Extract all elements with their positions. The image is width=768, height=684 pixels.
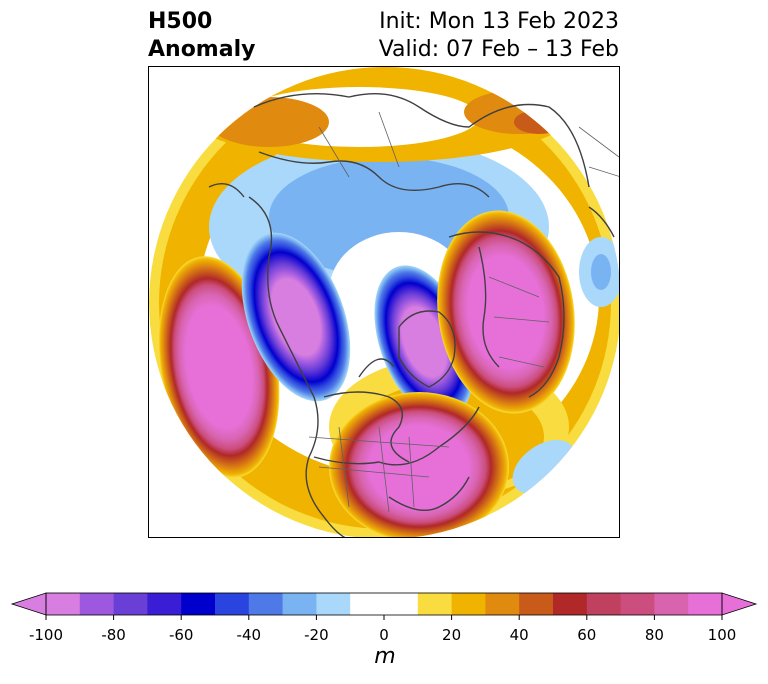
colorbar-segment [316, 593, 351, 615]
colorbar-tick-label: -40 [237, 626, 262, 644]
colorbar-segment [688, 593, 723, 615]
colorbar-tick-label: 40 [510, 626, 529, 644]
colorbar-segment [654, 593, 689, 615]
negative-anomaly-west [241, 232, 351, 402]
colorbar-tick-label: -80 [101, 626, 126, 644]
colorbar-segment [215, 593, 250, 615]
colorbar-ticks: -100 -80 -60 -40 -20 0 20 40 60 80 100 [29, 615, 736, 644]
map-subtitle: Init: Mon 13 Feb 2023 Valid: 07 Feb – 13… [379, 8, 619, 64]
colorbar-tick-label: -100 [29, 626, 63, 644]
colorbar-under-arrow [10, 592, 47, 616]
colorbar-segment [384, 593, 419, 615]
coastlines [208, 92, 615, 537]
colorbar-segment [553, 593, 588, 615]
colorbar-over-arrow [721, 592, 758, 616]
colorbar-segment [147, 593, 182, 615]
colorbar-segment [181, 593, 216, 615]
colorbar-tick-label: 0 [379, 626, 389, 644]
colorbar-segment [248, 593, 284, 615]
colorbar-segment [485, 593, 520, 615]
positive-anomaly-europe [437, 210, 575, 414]
colorbar-segment [282, 593, 317, 615]
colorbar-tick-label: 100 [708, 626, 737, 644]
colorbar-tick-label: 60 [577, 626, 596, 644]
init-time-label: Init: Mon 13 Feb 2023 [379, 9, 619, 34]
anomaly-map [149, 67, 619, 537]
colorbar-segment [620, 593, 655, 615]
colorbar-tick-label: 80 [645, 626, 664, 644]
political-borders [308, 111, 619, 513]
colorbar-tick-label: -60 [169, 626, 194, 644]
valid-period-label: Valid: 07 Feb – 13 Feb [378, 37, 619, 62]
colorbar-segment [79, 593, 115, 615]
colorbar-tick-label: 20 [442, 626, 461, 644]
colorbar-segment [586, 593, 622, 615]
positive-anomaly-eastern-na [329, 392, 509, 537]
colorbar: -100 -80 -60 -40 -20 0 20 40 60 80 100 [10, 592, 758, 644]
map-title: H500 Anomaly [148, 8, 255, 64]
colorbar-segment [113, 593, 148, 615]
colorbar-segment [417, 593, 453, 615]
title-variable: H500 [148, 9, 213, 34]
colorbar-segments [46, 593, 723, 615]
colorbar-segment [451, 593, 486, 615]
anomaly-field [149, 67, 619, 537]
colorbar-tick-label: -20 [304, 626, 329, 644]
colorbar-segment [519, 593, 554, 615]
polar-map-panel [148, 66, 620, 538]
colorbar-segment [46, 593, 81, 615]
colorbar-segment [350, 593, 385, 615]
colorbar-unit-label: m [374, 644, 396, 669]
title-field: Anomaly [148, 37, 256, 62]
